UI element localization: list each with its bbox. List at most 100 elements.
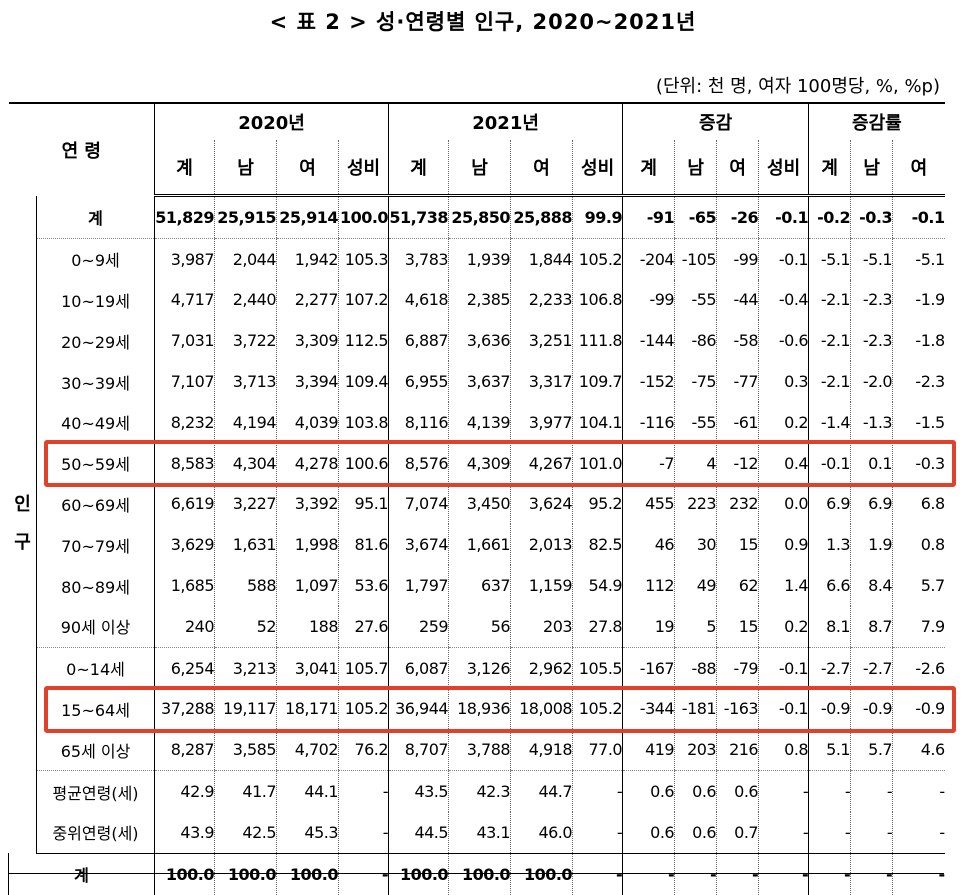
data-cell: 4,918 [510, 729, 573, 772]
data-cell: 6.6 [808, 565, 851, 606]
data-cell: 7,031 [154, 320, 215, 362]
data-cell: 0.8 [892, 524, 945, 566]
row-label: 70~79세 [35, 524, 155, 566]
data-cell: 455 [622, 483, 675, 525]
data-cell: -77 [716, 361, 759, 402]
data-cell: -2.7 [808, 647, 851, 689]
data-cell: 8,287 [154, 729, 215, 772]
data-cell: 4.6 [892, 729, 945, 772]
data-cell: -2.6 [892, 647, 945, 689]
data-cell: 3,251 [510, 320, 573, 362]
sub-header-cell: 남 [850, 140, 893, 197]
row-label: 30~39세 [35, 361, 155, 402]
data-cell: 0.3 [758, 361, 809, 402]
data-cell: 81.6 [338, 524, 389, 566]
data-cell: 56 [448, 605, 511, 648]
row-label: 50~59세 [35, 442, 155, 484]
data-cell: 8,707 [388, 729, 449, 772]
data-cell: 95.2 [572, 483, 623, 525]
data-cell: 51,829 [154, 195, 215, 239]
data-cell: 5 [674, 605, 717, 648]
table-row: 20~29세 7,031 3,722 3,309 112.5 6,887 3,636 3,25… [9, 320, 945, 362]
data-cell: 30 [674, 524, 717, 566]
data-cell: 0.8 [758, 729, 809, 772]
data-cell: 15 [716, 524, 759, 566]
data-cell: 5.1 [808, 729, 851, 772]
data-cell: 19,117 [214, 688, 277, 730]
data-cell: 4 [674, 442, 717, 484]
data-cell: - [892, 811, 945, 854]
data-cell: 4,717 [154, 279, 215, 321]
row-label: 10~19세 [35, 279, 155, 321]
data-cell: 4,267 [510, 442, 573, 484]
row-label: 20~29세 [35, 320, 155, 362]
data-cell: 105.2 [338, 688, 389, 730]
data-cell: -65 [674, 195, 717, 239]
data-cell: 4,139 [448, 401, 511, 443]
data-cell: 0.7 [716, 811, 759, 854]
data-cell: -0.6 [758, 320, 809, 362]
data-cell: 7,074 [388, 483, 449, 525]
data-cell: 99.9 [572, 195, 623, 239]
row-label: 중위연령(세) [35, 811, 155, 854]
table-row: 평균연령(세) 42.9 41.7 44.1-43.5 42.3 44.7-0.6 0.6 0… [9, 770, 945, 812]
data-cell: - [338, 770, 389, 812]
data-cell: 3,585 [214, 729, 277, 772]
data-cell: 95.1 [338, 483, 389, 525]
data-cell: 1,998 [276, 524, 339, 566]
data-cell: 46.0 [510, 811, 573, 854]
data-cell: 6,887 [388, 320, 449, 362]
data-cell: -91 [622, 195, 675, 239]
group-header-2020: 2020년 [154, 103, 389, 140]
data-cell: -61 [716, 401, 759, 443]
data-cell: -2.0 [850, 361, 893, 402]
row-label: 15~64세 [35, 688, 155, 730]
data-cell: - [758, 770, 809, 812]
data-cell: -55 [674, 279, 717, 321]
data-cell: 6,254 [154, 647, 215, 689]
data-cell: 4,278 [276, 442, 339, 484]
data-cell: 43.1 [448, 811, 511, 854]
data-cell: - [572, 811, 623, 854]
data-cell: 3,450 [448, 483, 511, 525]
data-cell: -1.4 [808, 401, 851, 443]
data-cell: 1.4 [758, 565, 809, 606]
data-cell: 2,044 [214, 238, 277, 280]
sub-header-cell: 성비 [758, 140, 809, 197]
data-cell: - [892, 770, 945, 812]
row-label: 65세 이상 [35, 729, 155, 772]
data-cell: -2.1 [808, 320, 851, 362]
data-cell: 44.1 [276, 770, 339, 812]
row-label: 평균연령(세) [35, 770, 155, 812]
data-cell: 25,915 [214, 195, 277, 239]
data-cell: 1,939 [448, 238, 511, 280]
data-cell: -2.3 [850, 279, 893, 321]
data-cell: -0.1 [758, 688, 809, 730]
data-cell: 637 [448, 565, 511, 606]
data-cell: 105.3 [338, 238, 389, 280]
data-cell: 0.6 [622, 770, 675, 812]
data-cell: 3,227 [214, 483, 277, 525]
table-row: 인 구 계 51,829 25,915 25,914 100.0 51,738 25,850 2… [8, 195, 945, 854]
data-cell: 19 [622, 605, 675, 648]
data-cell: 2,277 [276, 279, 339, 321]
sub-header-cell: 남 [214, 140, 277, 197]
table-row: 65세 이상 8,287 3,585 4,702 76.2 8,707 3,788 4,918… [9, 729, 945, 772]
data-cell: 3,041 [276, 647, 339, 689]
data-cell: -0.1 [758, 238, 809, 280]
data-cell: -86 [674, 320, 717, 362]
data-cell: -0.2 [808, 195, 851, 239]
data-cell: 106.8 [572, 279, 623, 321]
data-cell: 76.2 [338, 729, 389, 772]
data-cell: -167 [622, 647, 675, 689]
unit-note: (단위: 천 명, 여자 100명당, %, %p) [655, 76, 940, 97]
data-cell: 203 [674, 729, 717, 772]
sub-header-cell: 계 [622, 140, 675, 197]
data-cell: - [808, 770, 851, 812]
data-cell: 46 [622, 524, 675, 566]
data-cell: 259 [388, 605, 449, 648]
data-cell: -2.3 [850, 320, 893, 362]
data-cell: -58 [716, 320, 759, 362]
data-cell: 112.5 [338, 320, 389, 362]
data-cell: 2,385 [448, 279, 511, 321]
